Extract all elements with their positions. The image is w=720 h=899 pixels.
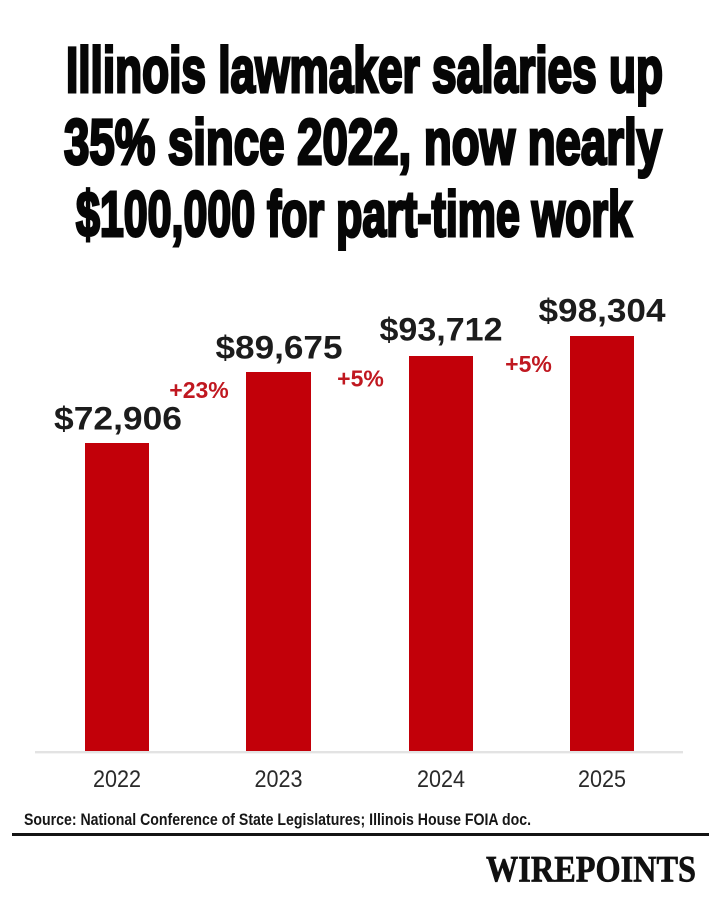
svg-text:Illinois lawmaker salaries up: Illinois lawmaker salaries up [66,34,663,106]
svg-text:$98,304: $98,304 [539,293,666,329]
svg-text:35% since 2022, now nearly: 35% since 2022, now nearly [64,106,662,178]
svg-text:$72,906: $72,906 [54,401,182,437]
svg-text:WIREPOINTS: WIREPOINTS [486,850,696,891]
svg-text:+23%: +23% [169,377,228,403]
svg-text:$100,000 for part-time work: $100,000 for part-time work [76,178,632,250]
svg-text:$93,712: $93,712 [380,312,503,348]
svg-text:2025: 2025 [578,766,626,793]
svg-text:$89,675: $89,675 [216,330,343,366]
svg-text:2022: 2022 [93,766,141,793]
svg-text:2024: 2024 [417,766,465,793]
svg-text:+5%: +5% [505,351,552,377]
svg-text:Source: National Conference of: Source: National Conference of State Leg… [24,811,531,829]
svg-text:2023: 2023 [255,766,303,793]
svg-text:+5%: +5% [337,366,384,392]
